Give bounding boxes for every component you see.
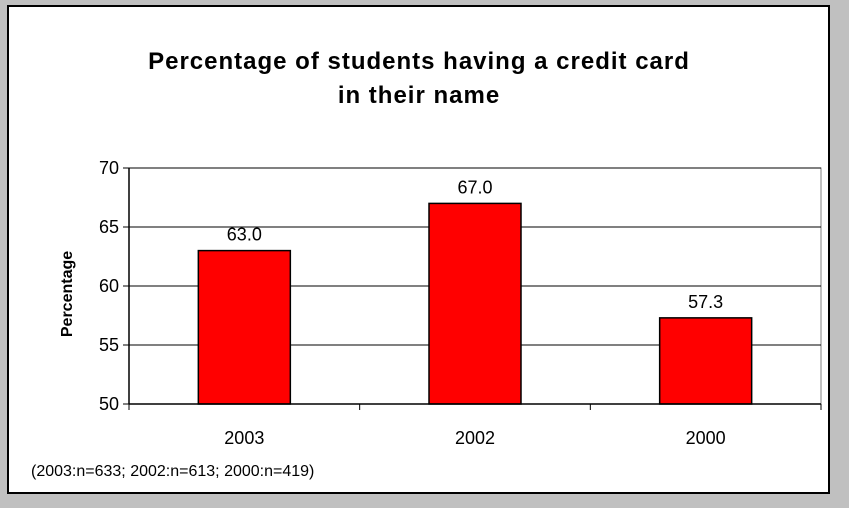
- y-tick-label: 65: [99, 217, 119, 237]
- y-tick-label: 50: [99, 394, 119, 414]
- y-axis-label: Percentage: [59, 251, 76, 337]
- y-tick-label: 60: [99, 276, 119, 296]
- value-label-2003: 63.0: [227, 225, 262, 245]
- chart-frame: Percentage of students having a credit c…: [7, 5, 830, 494]
- value-labels: 63.0 67.0 57.3: [227, 177, 723, 311]
- x-tick-label-2002: 2002: [455, 428, 495, 448]
- bar-chart: Percentage of students having a credit c…: [31, 48, 822, 480]
- bar-2000: [658, 317, 753, 405]
- bars: [197, 202, 753, 405]
- value-label-2002: 67.0: [457, 177, 492, 197]
- axes: 50 55 60 65 70 2003 2002 2000: [99, 158, 822, 448]
- x-tick-label-2000: 2000: [686, 428, 726, 448]
- y-tick-label: 70: [99, 158, 119, 178]
- value-label-2000: 57.3: [688, 292, 723, 312]
- chart-title-line-1: Percentage of students having a credit c…: [148, 48, 690, 75]
- bar-2003: [197, 249, 292, 405]
- x-tick-label-2003: 2003: [224, 428, 264, 448]
- sample-size-note: (2003:n=633; 2002:n=613; 2000:n=419): [31, 463, 314, 480]
- y-tick-label: 55: [99, 335, 119, 355]
- bar-2002: [428, 202, 522, 405]
- chart-title-line-2: in their name: [338, 82, 500, 109]
